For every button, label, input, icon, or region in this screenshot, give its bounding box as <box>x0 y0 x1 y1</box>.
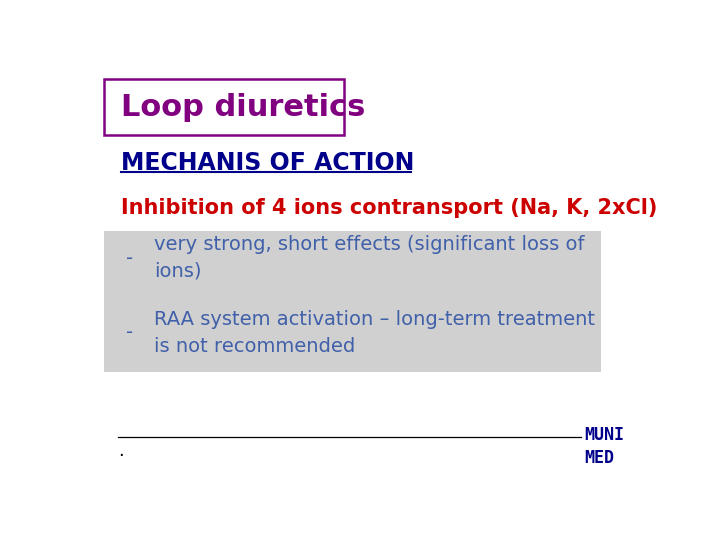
Text: .: . <box>118 442 124 461</box>
FancyBboxPatch shape <box>104 79 344 136</box>
FancyBboxPatch shape <box>104 231 600 373</box>
Text: -: - <box>126 323 133 342</box>
Text: -: - <box>126 248 133 268</box>
Text: Loop diuretics: Loop diuretics <box>121 93 365 122</box>
Text: very strong, short effects (significant loss of
ions): very strong, short effects (significant … <box>154 235 585 281</box>
Text: MECHANIS OF ACTION: MECHANIS OF ACTION <box>121 151 414 174</box>
Text: Inhibition of 4 ions contransport (Na, K, 2xCl): Inhibition of 4 ions contransport (Na, K… <box>121 198 657 218</box>
Text: RAA system activation – long-term treatment
is not recommended: RAA system activation – long-term treatm… <box>154 310 595 356</box>
Text: MUNI
MED: MUNI MED <box>584 426 624 467</box>
